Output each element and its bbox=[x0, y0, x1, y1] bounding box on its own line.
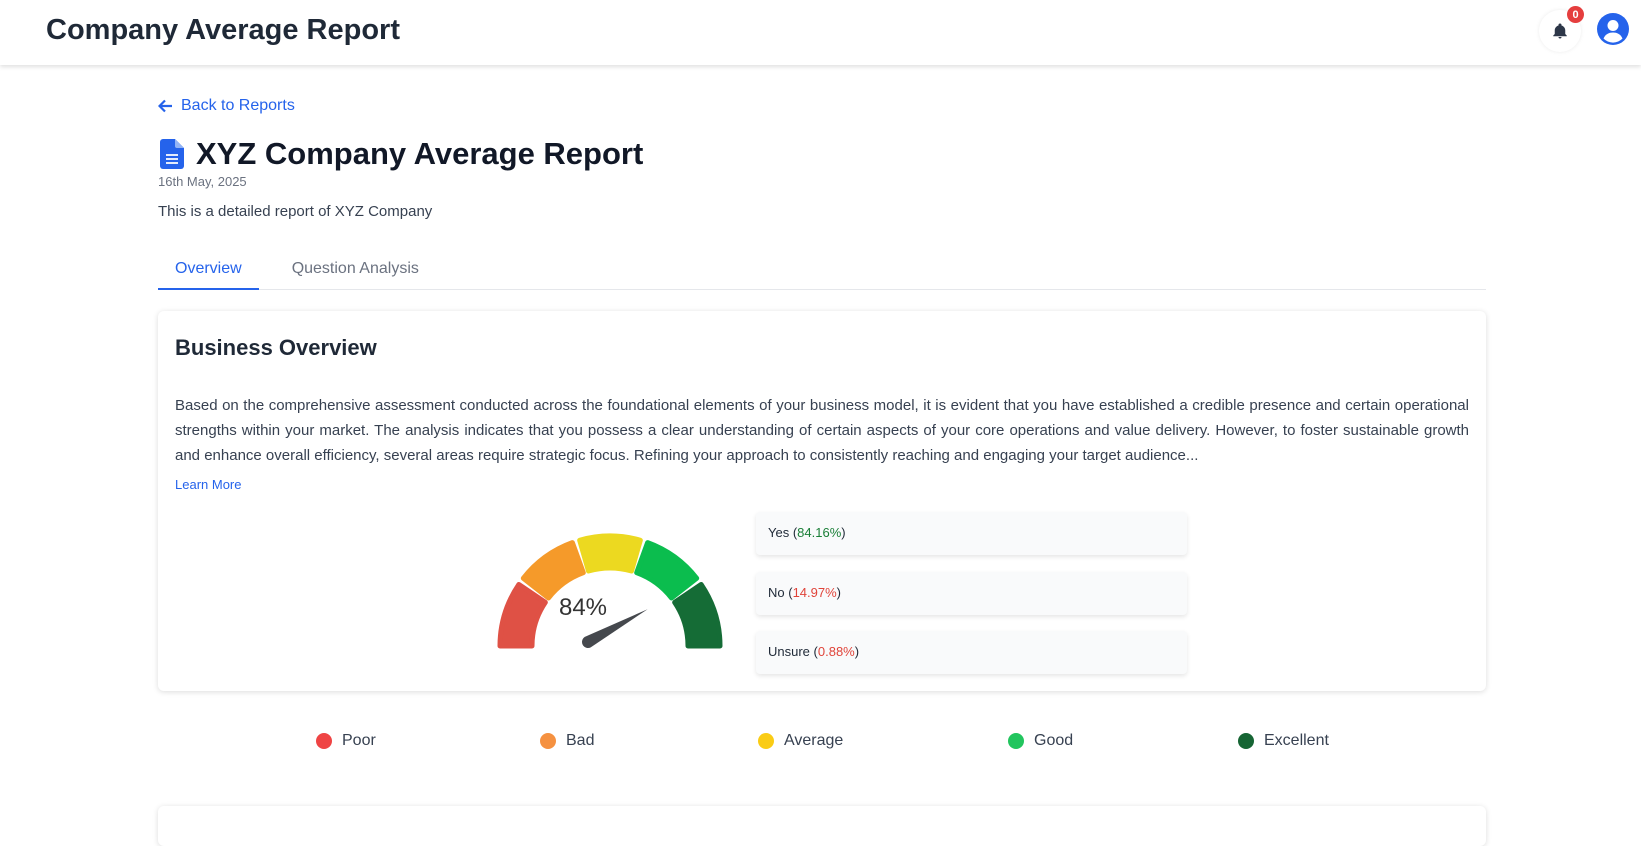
average-dot bbox=[758, 733, 774, 749]
answer-yes[interactable]: Yes (84.16%) bbox=[756, 512, 1187, 555]
good-dot bbox=[1008, 733, 1024, 749]
answer-value: 0.88% bbox=[817, 644, 855, 659]
answer-value: 14.97% bbox=[792, 585, 837, 600]
gauge-segment-poor bbox=[497, 581, 548, 649]
back-to-reports-link[interactable]: Back to Reports bbox=[158, 97, 295, 115]
answer-no[interactable]: No (14.97%) bbox=[756, 572, 1187, 615]
gauge-segment-good bbox=[634, 540, 700, 601]
legend-excellent: Excellent bbox=[1238, 732, 1329, 750]
business-overview-card: Business Overview Based on the comprehen… bbox=[158, 311, 1486, 691]
report-description: This is a detailed report of XYZ Company bbox=[158, 203, 433, 220]
tab-bar: Overview Question Analysis bbox=[158, 252, 1486, 290]
page-title: XYZ Company Average Report bbox=[196, 136, 644, 171]
legend-label: Bad bbox=[566, 732, 595, 749]
tab-question-analysis[interactable]: Question Analysis bbox=[291, 260, 419, 277]
learn-more-link[interactable]: Learn More bbox=[175, 477, 242, 492]
user-avatar-icon[interactable] bbox=[1597, 13, 1629, 45]
score-gauge: 84% bbox=[497, 533, 723, 649]
document-icon bbox=[160, 139, 184, 169]
excellent-dot bbox=[1238, 733, 1254, 749]
bad-dot bbox=[540, 733, 556, 749]
legend-good: Good bbox=[1008, 732, 1073, 750]
poor-dot bbox=[316, 733, 332, 749]
legend-label: Good bbox=[1034, 732, 1074, 749]
answer-label: Yes bbox=[768, 525, 790, 540]
gauge-needle bbox=[582, 609, 648, 648]
back-link-label: Back to Reports bbox=[181, 97, 295, 114]
gauge-segment-average bbox=[577, 533, 643, 574]
gauge-segment-excellent bbox=[672, 581, 723, 649]
report-title-row: XYZ Company Average Report bbox=[160, 136, 643, 172]
arrow-left-icon bbox=[158, 99, 172, 113]
section-heading: Business Overview bbox=[175, 335, 377, 360]
tab-overview[interactable]: Overview bbox=[158, 252, 259, 290]
gauge-value-label: 84% bbox=[559, 594, 607, 621]
bell-icon bbox=[1553, 23, 1567, 39]
app-title: Company Average Report bbox=[46, 14, 400, 46]
next-card bbox=[158, 806, 1486, 846]
overview-text: Based on the comprehensive assessment co… bbox=[175, 397, 1469, 464]
legend-label: Poor bbox=[342, 732, 376, 749]
answer-value: 84.16% bbox=[797, 525, 842, 540]
top-bar: Company Average Report 0 bbox=[0, 0, 1641, 65]
report-date: 16th May, 2025 bbox=[158, 174, 247, 189]
legend-average: Average bbox=[758, 732, 843, 750]
notification-badge: 0 bbox=[1567, 6, 1584, 23]
gauge-segment-bad bbox=[520, 540, 586, 601]
legend-label: Excellent bbox=[1264, 732, 1329, 749]
answer-label: No bbox=[768, 585, 785, 600]
legend-poor: Poor bbox=[316, 732, 376, 750]
answer-unsure[interactable]: Unsure (0.88%) bbox=[756, 631, 1187, 674]
answer-label: Unsure bbox=[768, 644, 810, 659]
legend-bad: Bad bbox=[540, 732, 594, 750]
legend-label: Average bbox=[784, 732, 844, 749]
